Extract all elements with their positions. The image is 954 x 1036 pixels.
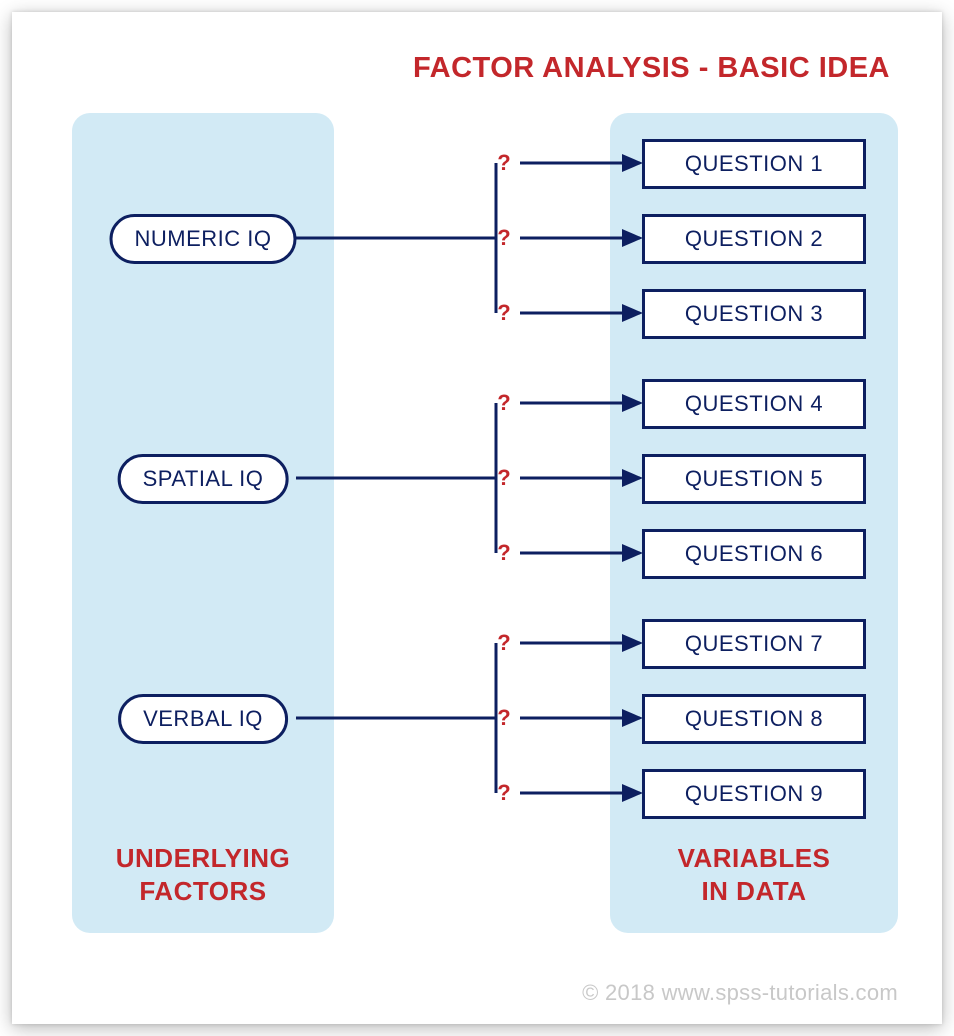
right-panel-label: VARIABLESIN DATA [610, 842, 898, 907]
question-mark-icon: ? [497, 225, 510, 251]
question-node: QUESTION 5 [642, 454, 866, 504]
factor-node: VERBAL IQ [118, 694, 288, 744]
diagram-title: FACTOR ANALYSIS - BASIC IDEA [56, 52, 890, 85]
question-node: QUESTION 1 [642, 139, 866, 189]
question-node: QUESTION 2 [642, 214, 866, 264]
question-mark-icon: ? [497, 780, 510, 806]
question-node: QUESTION 3 [642, 289, 866, 339]
left-panel: UNDERLYINGFACTORS NUMERIC IQ SPATIAL IQ VE… [72, 113, 334, 933]
question-mark-icon: ? [497, 300, 510, 326]
question-mark-icon: ? [497, 705, 510, 731]
question-mark-icon: ? [497, 150, 510, 176]
diagram-card: FACTOR ANALYSIS - BASIC IDEA UNDERLYINGF… [12, 12, 942, 1024]
diagram-area: UNDERLYINGFACTORS NUMERIC IQ SPATIAL IQ VE… [56, 113, 898, 953]
question-node: QUESTION 6 [642, 529, 866, 579]
factor-node: SPATIAL IQ [118, 454, 289, 504]
question-mark-icon: ? [497, 465, 510, 491]
question-node: QUESTION 9 [642, 769, 866, 819]
question-node: QUESTION 4 [642, 379, 866, 429]
question-mark-icon: ? [497, 390, 510, 416]
question-mark-icon: ? [497, 540, 510, 566]
question-node: QUESTION 8 [642, 694, 866, 744]
watermark-text: © 2018 www.spss-tutorials.com [582, 980, 898, 1006]
factor-node: NUMERIC IQ [110, 214, 297, 264]
left-panel-label: UNDERLYINGFACTORS [72, 842, 334, 907]
right-panel: VARIABLESIN DATA QUESTION 1 QUESTION 2 QUE… [610, 113, 898, 933]
question-mark-icon: ? [497, 630, 510, 656]
question-node: QUESTION 7 [642, 619, 866, 669]
